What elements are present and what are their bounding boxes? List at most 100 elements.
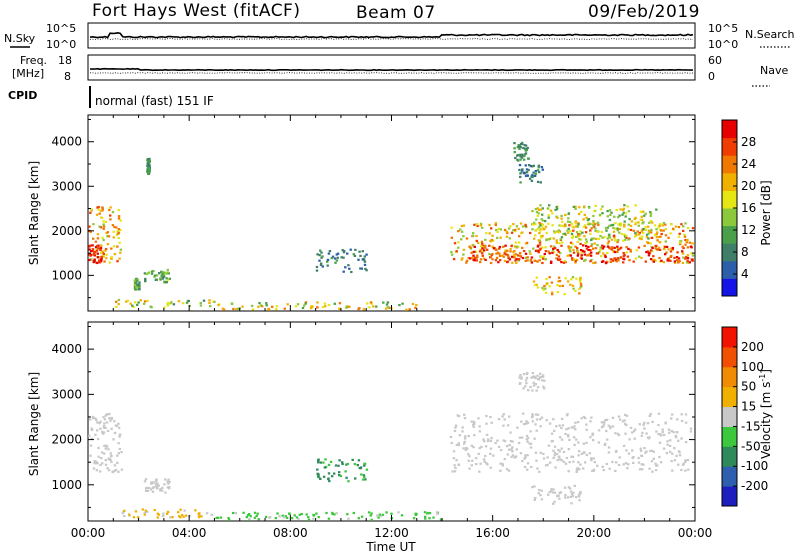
power-cell (552, 247, 555, 250)
power-cell (462, 235, 465, 238)
velocity-cell (128, 513, 131, 516)
velocity-colorbar-frame (721, 326, 738, 507)
velocity-cell (478, 430, 481, 433)
velocity-cell (560, 438, 564, 441)
velocity-cell (295, 516, 299, 519)
power-cell (460, 230, 464, 233)
velocity-colorbar-step (722, 426, 737, 447)
velocity-cell (523, 457, 526, 460)
power-cell (643, 214, 646, 217)
power-cell (294, 305, 298, 308)
velocity-cell (327, 477, 330, 480)
power-cell (629, 248, 632, 251)
power-cell (574, 260, 577, 263)
power-cell (649, 258, 653, 261)
velocity-cell (156, 482, 159, 485)
velocity-cell (626, 467, 629, 470)
velocity-cell (490, 421, 493, 424)
velocity-cell (633, 428, 637, 431)
power-cell (96, 261, 99, 264)
power-cell (600, 260, 604, 263)
power-cell (362, 258, 366, 262)
velocity-cell (526, 454, 529, 457)
power-cell (655, 208, 658, 211)
velocity-cell (101, 430, 104, 433)
velocity-cell (335, 512, 338, 515)
power-plot-frame (87, 114, 696, 312)
power-cell (364, 267, 367, 270)
velocity-cell (492, 454, 495, 457)
power-cell (236, 307, 240, 310)
velocity-cell (645, 432, 648, 435)
power-cell (616, 245, 619, 248)
velocity-cell (219, 516, 222, 519)
power-cell (589, 260, 592, 263)
velocity-cell (529, 446, 533, 449)
velocity-colorbar-label-sup: -1 (758, 374, 767, 382)
velocity-cell (501, 415, 504, 418)
power-cell (89, 258, 92, 261)
velocity-cell (255, 514, 258, 518)
velocity-cell (390, 512, 393, 515)
velocity-cell (671, 469, 674, 472)
power-cell (590, 243, 594, 246)
velocity-cell (496, 439, 499, 442)
velocity-cell (624, 432, 627, 435)
velocity-cell (427, 511, 430, 515)
velocity-cell (524, 456, 527, 459)
power-cell (96, 237, 100, 240)
velocity-cell (632, 430, 636, 433)
power-cell (571, 236, 574, 240)
power-cell (654, 247, 657, 250)
nave-trace (89, 72, 694, 74)
velocity-cell (154, 479, 158, 483)
power-cell (552, 251, 556, 254)
power-cell (523, 144, 526, 147)
power-cell (637, 246, 641, 249)
power-cell (315, 265, 319, 269)
power-cell (572, 205, 576, 208)
power-cell (162, 275, 166, 278)
power-cell (627, 210, 631, 213)
power-cell (539, 229, 542, 232)
power-cell (472, 254, 475, 257)
power-cell (498, 245, 502, 249)
velocity-cell (489, 466, 492, 469)
power-cell (605, 262, 608, 265)
power-cell (518, 164, 522, 167)
power-cell (167, 272, 170, 275)
power-cell (508, 258, 512, 261)
power-cell (117, 231, 121, 234)
velocity-cell (605, 418, 609, 421)
power-cell (623, 220, 626, 223)
power-cell (690, 252, 693, 255)
power-cell (691, 259, 694, 262)
power-cell (545, 277, 548, 281)
power-cell (517, 254, 520, 257)
power-cell (658, 224, 661, 227)
power-cell (566, 254, 569, 257)
power-cell (569, 254, 572, 257)
power-cell (133, 283, 136, 286)
power-cell (535, 211, 539, 214)
velocity-cell (632, 461, 635, 464)
velocity-cell (312, 517, 315, 520)
power-cell (350, 270, 353, 274)
power-cell (168, 277, 171, 280)
velocity-cell (415, 512, 418, 516)
velocity-cell (458, 434, 462, 437)
velocity-cell (559, 436, 562, 439)
velocity-cell (317, 475, 320, 478)
velocity-cell (232, 511, 235, 515)
power-cell (465, 259, 469, 262)
power-cell (579, 242, 582, 245)
velocity-cell (565, 428, 568, 431)
power-cell (460, 224, 464, 228)
velocity-cell (477, 417, 480, 420)
power-cell (333, 302, 336, 305)
power-cell (503, 228, 507, 232)
power-cell (575, 277, 578, 280)
power-cell (494, 222, 498, 225)
velocity-colorbar-step (722, 346, 737, 368)
